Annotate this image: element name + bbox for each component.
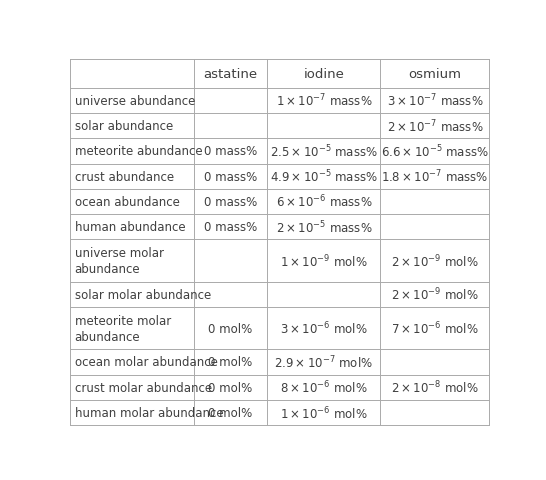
Text: $1\times10^{-6}$ mol%: $1\times10^{-6}$ mol% [280, 405, 367, 421]
Text: $1.8\times10^{-7}$ mass%: $1.8\times10^{-7}$ mass% [381, 168, 489, 185]
Text: 0 mol%: 0 mol% [209, 356, 253, 369]
Text: $6\times10^{-6}$ mass%: $6\times10^{-6}$ mass% [276, 194, 372, 210]
Text: meteorite molar
abundance: meteorite molar abundance [75, 314, 171, 343]
Text: osmium: osmium [408, 67, 461, 80]
Text: crust abundance: crust abundance [75, 170, 174, 183]
Text: $2.5\times10^{-5}$ mass%: $2.5\times10^{-5}$ mass% [270, 143, 378, 160]
Text: astatine: astatine [204, 67, 258, 80]
Text: 0 mol%: 0 mol% [209, 406, 253, 419]
Text: meteorite abundance: meteorite abundance [75, 145, 202, 158]
Text: $1\times10^{-7}$ mass%: $1\times10^{-7}$ mass% [276, 93, 372, 109]
Text: $2\times10^{-8}$ mol%: $2\times10^{-8}$ mol% [391, 379, 479, 396]
Text: solar molar abundance: solar molar abundance [75, 288, 211, 301]
Text: 0 mol%: 0 mol% [209, 381, 253, 394]
Text: iodine: iodine [304, 67, 344, 80]
Text: 0 mass%: 0 mass% [204, 170, 257, 183]
Text: $4.9\times10^{-5}$ mass%: $4.9\times10^{-5}$ mass% [270, 168, 378, 185]
Text: $2\times10^{-5}$ mass%: $2\times10^{-5}$ mass% [276, 219, 372, 236]
Text: ocean molar abundance: ocean molar abundance [75, 356, 217, 369]
Text: $6.6\times10^{-5}$ mass%: $6.6\times10^{-5}$ mass% [381, 143, 489, 160]
Text: $8\times10^{-6}$ mol%: $8\times10^{-6}$ mol% [280, 379, 367, 396]
Text: universe molar
abundance: universe molar abundance [75, 247, 164, 276]
Text: $3\times10^{-6}$ mol%: $3\times10^{-6}$ mol% [280, 320, 367, 337]
Text: $3\times10^{-7}$ mass%: $3\times10^{-7}$ mass% [387, 93, 483, 109]
Text: $2\times10^{-9}$ mol%: $2\times10^{-9}$ mol% [391, 253, 479, 269]
Text: 0 mass%: 0 mass% [204, 221, 257, 234]
Text: $7\times10^{-6}$ mol%: $7\times10^{-6}$ mol% [391, 320, 479, 337]
Text: solar abundance: solar abundance [75, 120, 173, 133]
Text: $2.9\times10^{-7}$ mol%: $2.9\times10^{-7}$ mol% [275, 354, 373, 371]
Text: 0 mol%: 0 mol% [209, 322, 253, 335]
Text: 0 mass%: 0 mass% [204, 195, 257, 209]
Text: human abundance: human abundance [75, 221, 185, 234]
Text: crust molar abundance: crust molar abundance [75, 381, 212, 394]
Text: $2\times10^{-7}$ mass%: $2\times10^{-7}$ mass% [387, 118, 483, 134]
Text: 0 mass%: 0 mass% [204, 145, 257, 158]
Text: ocean abundance: ocean abundance [75, 195, 180, 209]
Text: human molar abundance: human molar abundance [75, 406, 223, 419]
Text: universe abundance: universe abundance [75, 95, 195, 108]
Text: $2\times10^{-9}$ mol%: $2\times10^{-9}$ mol% [391, 287, 479, 303]
Text: $1\times10^{-9}$ mol%: $1\times10^{-9}$ mol% [280, 253, 367, 269]
